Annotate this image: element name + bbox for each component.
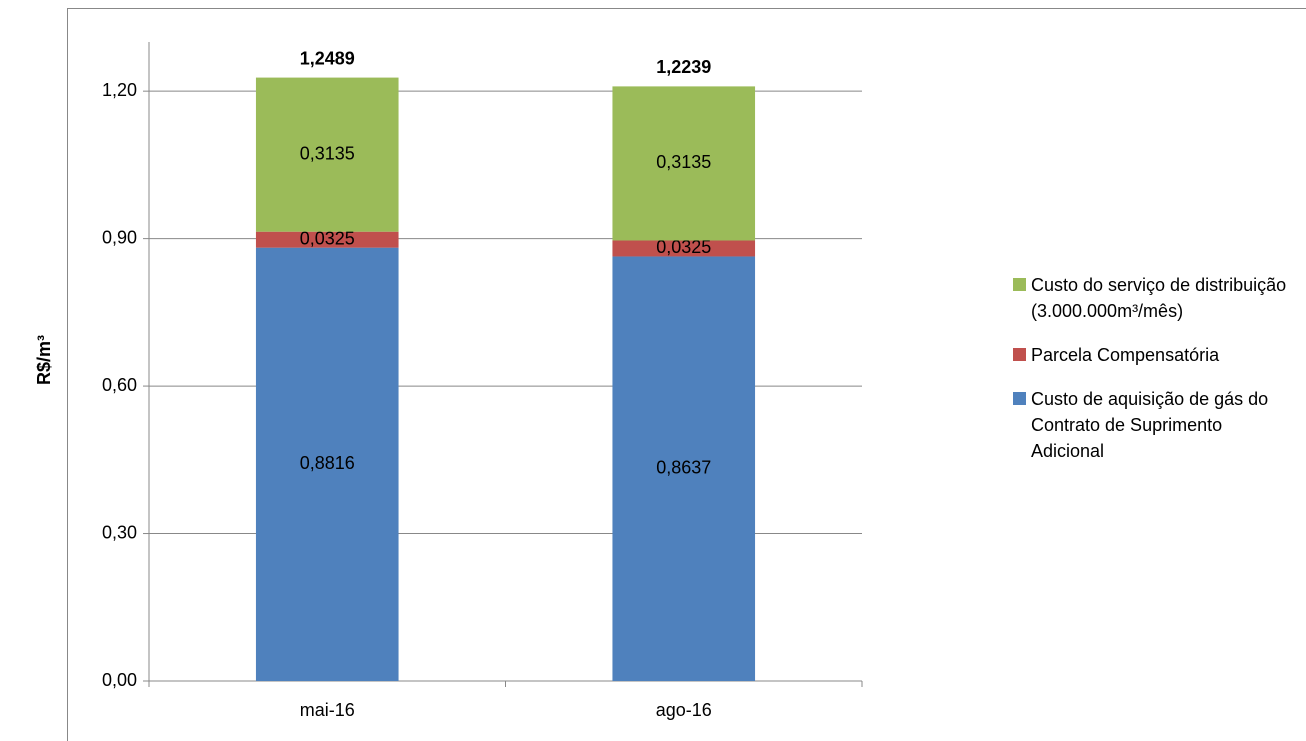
legend: Custo do serviço de distribuição (3.000.… (1013, 272, 1298, 482)
data-label: 0,3135 (656, 152, 711, 172)
bar-segment (612, 256, 756, 681)
legend-item: Parcela Compensatória (1013, 342, 1298, 368)
total-label: 1,2489 (300, 48, 355, 68)
bar-segment (255, 247, 399, 681)
y-tick-label: 0,00 (102, 670, 137, 690)
y-tick-label: 1,20 (102, 80, 137, 100)
y-axis-label: R$/m³ (34, 335, 54, 385)
chart-border (67, 8, 1306, 741)
bar-segment (612, 240, 756, 257)
data-label: 0,3135 (300, 143, 355, 163)
y-tick-label: 0,90 (102, 227, 137, 247)
bar-segment (612, 86, 756, 241)
legend-swatch (1013, 392, 1026, 405)
legend-label: Parcela Compensatória (1031, 345, 1220, 365)
data-label: 0,8816 (300, 453, 355, 473)
legend-swatch (1013, 348, 1026, 361)
bar-segment (255, 77, 399, 232)
data-label: 0,8637 (656, 457, 711, 477)
data-label: 0,0325 (656, 237, 711, 257)
y-tick-label: 0,30 (102, 522, 137, 542)
legend-item: Custo de aquisição de gás do Contrato de… (1013, 386, 1298, 464)
total-label: 1,2239 (656, 57, 711, 77)
legend-label: Custo de aquisição de gás do Contrato de… (1031, 389, 1269, 461)
data-label: 0,0325 (300, 228, 355, 248)
legend-label: Custo do serviço de distribuição (3.000.… (1031, 275, 1287, 321)
x-tick-label: ago-16 (656, 700, 712, 720)
x-tick-label: mai-16 (300, 700, 355, 720)
bar-segment (255, 231, 399, 248)
y-tick-label: 0,60 (102, 375, 137, 395)
legend-item: Custo do serviço de distribuição (3.000.… (1013, 272, 1298, 324)
legend-swatch (1013, 278, 1026, 291)
